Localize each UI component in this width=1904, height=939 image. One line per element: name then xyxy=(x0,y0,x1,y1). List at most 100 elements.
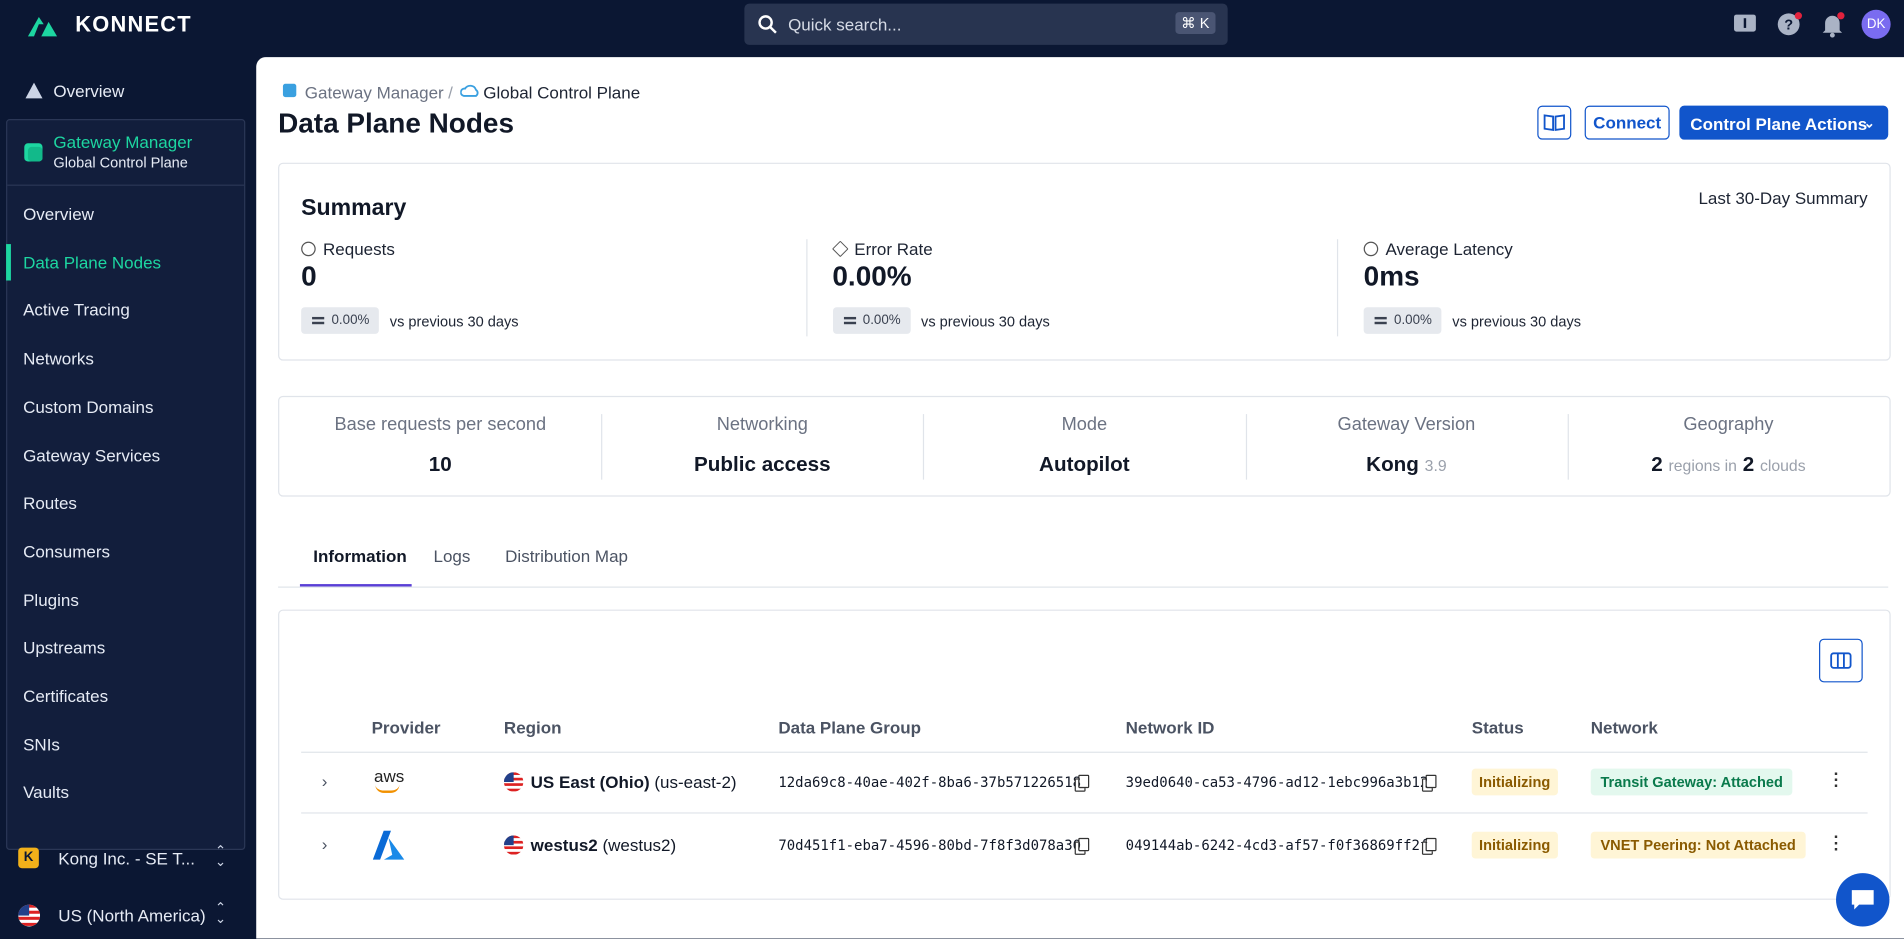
metric-value: 0.00% xyxy=(832,259,912,292)
stat-value: 10 xyxy=(428,452,452,477)
help-icon[interactable]: ? xyxy=(1777,11,1804,38)
search-box[interactable]: Quick search... ⌘ K xyxy=(744,3,1228,45)
column-header: Provider xyxy=(371,717,441,738)
metric-label: Requests xyxy=(323,239,395,259)
nav-item[interactable]: Consumers xyxy=(23,541,111,561)
aws-smile xyxy=(375,784,400,793)
stat-label: Networking xyxy=(716,414,808,435)
stat-value-row: 10 xyxy=(279,453,601,477)
azure-logo xyxy=(372,829,405,865)
region-flag xyxy=(503,834,524,861)
row-menu[interactable]: · · · xyxy=(1833,826,1840,858)
columns-icon xyxy=(1830,652,1852,669)
actions-button[interactable]: Control Plane Actions ⌄ xyxy=(1679,105,1889,140)
nav-item[interactable]: Overview xyxy=(23,204,94,224)
copy-icon[interactable] xyxy=(1078,774,1090,789)
stat-value-row: Autopilot xyxy=(923,453,1245,477)
metric-compare: vs previous 30 days xyxy=(921,313,1050,331)
actions-label: Control Plane Actions xyxy=(1690,114,1868,134)
breadcrumb-link[interactable]: Gateway Manager xyxy=(304,82,444,103)
connect-button[interactable]: Connect xyxy=(1584,105,1670,140)
section-subtitle: Global Control Plane xyxy=(53,154,188,172)
metric-icon xyxy=(831,240,848,258)
tab[interactable]: Logs xyxy=(433,546,471,566)
breadcrumb-current: Global Control Plane xyxy=(483,82,641,103)
expand-chevron: › xyxy=(321,771,328,791)
org-switch[interactable]: ⌃ ⌄ xyxy=(214,843,227,870)
nav-item[interactable]: Gateway Services xyxy=(23,445,161,465)
network-badge: VNET Peering: Not Attached xyxy=(1590,831,1806,858)
stat-value: Autopilot xyxy=(1039,452,1130,477)
nav-item[interactable]: Networks xyxy=(23,348,94,369)
org-name[interactable]: Kong Inc. - SE T... xyxy=(58,848,195,869)
row-menu[interactable]: · · · xyxy=(1833,763,1840,796)
divider xyxy=(7,184,245,186)
main: Gateway Manager / Global Control Plane D… xyxy=(256,57,1904,939)
nav-item[interactable]: Plugins xyxy=(23,589,79,610)
overview-icon xyxy=(25,82,43,99)
metric-compare: vs previous 30 days xyxy=(389,313,519,331)
nav-item[interactable]: Upstreams xyxy=(23,637,106,658)
id-group: 70d451f1-eba7-4596-80bd-7f8f3d078a30 xyxy=(778,836,1082,854)
summary-title: Summary xyxy=(301,195,407,222)
stat-label: Mode xyxy=(1061,414,1108,435)
stat-divider xyxy=(601,414,603,480)
metric-icon xyxy=(301,241,316,257)
stat-label: Geography xyxy=(1683,414,1774,435)
stat-value-row: 2 regions in 2 clouds xyxy=(1567,453,1889,477)
nav-item[interactable]: Routes xyxy=(23,493,77,513)
nav-item[interactable]: Certificates xyxy=(23,686,109,706)
region-code: (us-east-2) xyxy=(654,772,737,792)
chat-button[interactable] xyxy=(1836,873,1890,927)
us-flag xyxy=(18,904,41,927)
feedback-icon[interactable] xyxy=(1733,12,1757,36)
equal-icon xyxy=(1374,316,1387,325)
crumb-cloud-icon xyxy=(460,84,479,97)
equal-icon xyxy=(312,316,325,325)
region-name[interactable]: US (North America) xyxy=(58,905,206,926)
metric-compare: vs previous 30 days xyxy=(1452,313,1582,331)
stat-divider xyxy=(1245,414,1247,480)
metric-value: 0ms xyxy=(1363,259,1420,292)
nav-overview[interactable]: Overview xyxy=(53,81,125,101)
book-icon xyxy=(1543,114,1565,131)
region-flag xyxy=(503,772,524,798)
search-placeholder: Quick search... xyxy=(788,14,902,35)
tab[interactable]: Distribution Map xyxy=(505,546,628,566)
column-header: Network ID xyxy=(1125,717,1215,738)
nav-item[interactable]: Active Tracing xyxy=(23,300,130,320)
stat-value: Public access xyxy=(694,452,831,477)
org-badge: K xyxy=(18,847,39,869)
copy-icon[interactable] xyxy=(1425,837,1437,851)
region: US East (Ohio) (us-east-2) xyxy=(531,772,737,791)
metric-value: 0 xyxy=(301,259,317,292)
region-switch[interactable]: ⌃ ⌄ xyxy=(214,901,227,927)
stat-detail: 3.9 xyxy=(1424,456,1447,475)
column-header: Region xyxy=(503,717,562,738)
nav-item[interactable]: Custom Domains xyxy=(23,396,154,417)
page-title: Data Plane Nodes xyxy=(278,106,515,139)
stat-value-row: Public access xyxy=(601,453,923,477)
status-badge: Initializing xyxy=(1471,831,1558,858)
tab[interactable]: Information xyxy=(313,546,407,566)
summary-card: Summary Last 30-Day Summary Requests 0 0.0… xyxy=(278,162,1891,361)
section-title[interactable]: Gateway Manager xyxy=(53,132,193,152)
notifications-icon[interactable] xyxy=(1820,11,1847,38)
nav-item[interactable]: Data Plane Nodes xyxy=(23,252,162,272)
metric-label: Average Latency xyxy=(1385,239,1513,259)
region: westus2 (westus2) xyxy=(531,835,677,854)
copy-icon[interactable] xyxy=(1078,837,1090,851)
region-name: US East (Ohio) xyxy=(530,772,650,792)
docs-button[interactable] xyxy=(1537,105,1572,140)
metric-label: Error Rate xyxy=(854,239,933,259)
nav-item[interactable]: SNIs xyxy=(23,734,60,754)
active-indicator xyxy=(6,243,11,281)
nav-item[interactable]: Vaults xyxy=(23,782,70,802)
columns-button[interactable] xyxy=(1819,638,1863,683)
network-badge: Transit Gateway: Attached xyxy=(1590,768,1793,796)
avatar[interactable]: DK xyxy=(1861,9,1891,39)
copy-icon[interactable] xyxy=(1425,774,1437,789)
stat-value-row: Kong 3.9 xyxy=(1245,453,1567,477)
logo-text: KONNECT xyxy=(75,12,192,37)
table-card: Provider Region Data Plane Group Network ID… xyxy=(278,609,1891,900)
